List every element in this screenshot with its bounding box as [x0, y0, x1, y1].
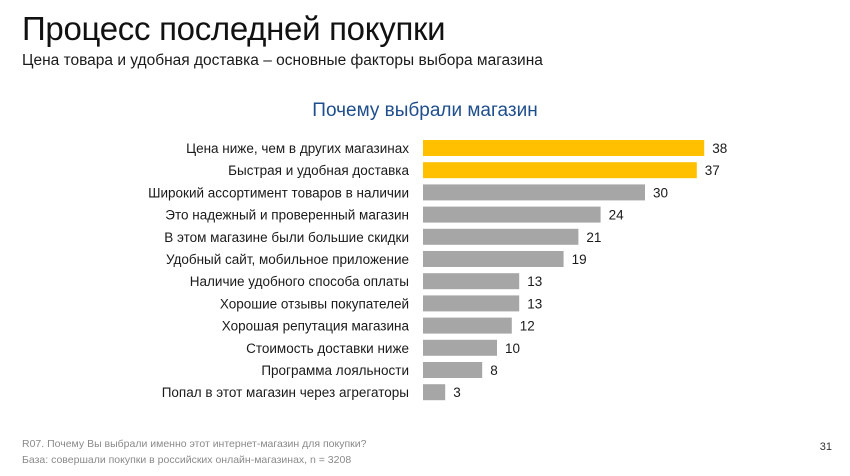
footnote-base: База: совершали покупки в российских онл…: [22, 454, 352, 466]
bar: [423, 384, 446, 401]
bar: [423, 273, 520, 290]
bar: [423, 206, 601, 223]
value-label: 24: [609, 208, 625, 223]
bar: [423, 339, 497, 356]
category-label: Быстрая и удобная доставка: [228, 163, 409, 178]
category-label: Хорошая репутация магазина: [222, 319, 410, 334]
category-label: Попал в этот магазин через агрегаторы: [162, 385, 409, 400]
category-label: Наличие удобного способа оплаты: [190, 274, 409, 289]
category-label: Цена ниже, чем в других магазинах: [186, 141, 409, 156]
bar: [423, 140, 705, 156]
value-label: 10: [505, 341, 520, 356]
value-label: 13: [527, 296, 542, 311]
category-label: Стоимость доставки ниже: [246, 341, 409, 356]
category-label: Программа лояльности: [261, 363, 409, 378]
bar: [423, 228, 579, 245]
value-label: 19: [572, 252, 587, 267]
value-label: 3: [453, 385, 461, 400]
value-label: 30: [653, 185, 668, 200]
category-label: Это надежный и проверенный магазин: [165, 208, 409, 223]
category-label: В этом магазине были большие скидки: [164, 230, 409, 245]
value-label: 12: [520, 319, 535, 334]
bar: [423, 317, 512, 334]
value-label: 8: [490, 363, 498, 378]
value-label: 38: [712, 141, 727, 156]
page-title: Процесс последней покупки: [22, 10, 446, 47]
chart-title: Почему выбрали магазин: [312, 100, 538, 121]
bar: [423, 295, 520, 312]
bar: [423, 162, 697, 179]
value-label: 13: [527, 274, 542, 289]
bar: [423, 251, 564, 267]
value-label: 37: [705, 163, 720, 178]
bar: [423, 184, 645, 201]
category-label: Хорошие отзывы покупателей: [220, 296, 409, 311]
footnote-question: R07. Почему Вы выбрали именно этот интер…: [22, 438, 367, 450]
page-number: 31: [819, 441, 832, 453]
bar-chart: Цена ниже, чем в других магазинах 38Быстр…: [148, 140, 727, 401]
page-subtitle: Цена товара и удобная доставка – основны…: [22, 52, 543, 69]
category-label: Широкий ассортимент товаров в наличии: [148, 185, 409, 200]
bar: [423, 362, 483, 378]
value-label: 21: [586, 230, 601, 245]
category-label: Удобный сайт, мобильное приложение: [166, 252, 409, 267]
